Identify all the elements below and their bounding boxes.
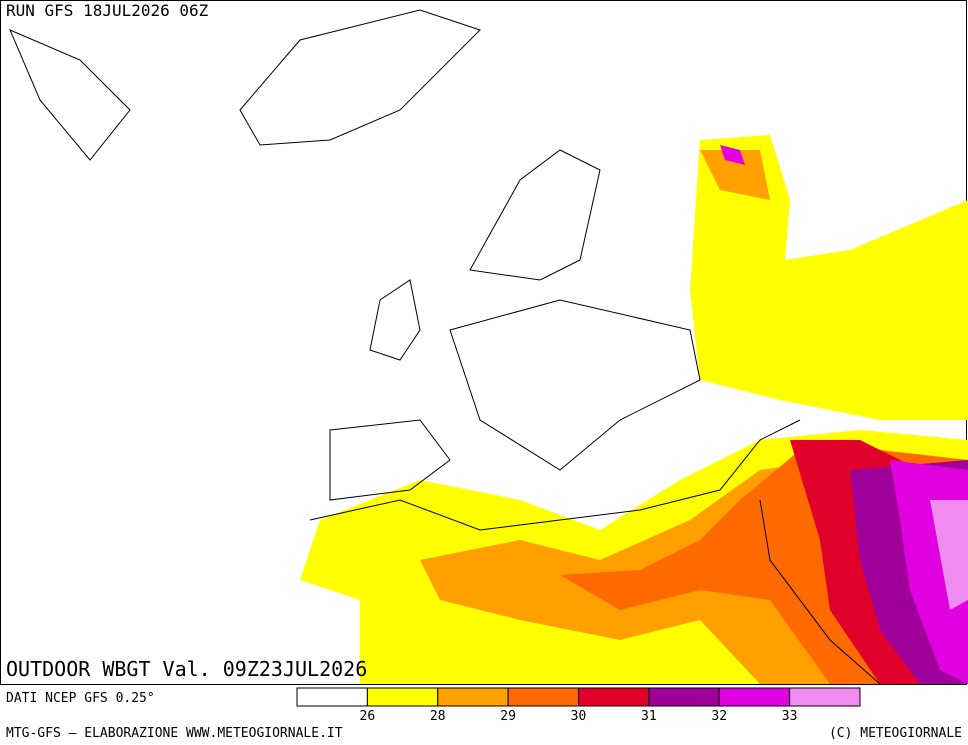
source-label: DATI NCEP GFS 0.25° <box>6 691 155 706</box>
legend-swatch <box>507 687 579 707</box>
legend-swatch <box>648 687 720 707</box>
credit-label: MTG-GFS — ELABORAZIONE WWW.METEOGIORNALE… <box>6 726 343 741</box>
copyright-label: (C) METEOGIORNALE <box>829 726 962 741</box>
legend-swatch <box>437 687 509 707</box>
legend: 26 28 29 30 31 32 33 <box>296 687 861 724</box>
legend-tick-label: 30 <box>571 709 587 724</box>
legend-swatch <box>789 687 861 707</box>
map-fields <box>300 135 968 684</box>
legend-tick-label: 26 <box>360 709 376 724</box>
coastlines <box>9 9 881 685</box>
legend-tick-label: 33 <box>782 709 798 724</box>
legend-tick-label: 31 <box>641 709 657 724</box>
legend-tick-label: 29 <box>500 709 516 724</box>
map-title: OUTDOOR WBGT Val. 09Z23JUL2026 <box>6 657 367 681</box>
legend-swatch <box>296 687 368 707</box>
legend-swatch <box>718 687 791 707</box>
legend-tick-label: 32 <box>711 709 727 724</box>
legend-swatch <box>578 687 650 707</box>
run-label: RUN GFS 18JUL2026 06Z <box>6 1 209 20</box>
legend-tick-label: 28 <box>430 709 446 724</box>
legend-swatch <box>366 687 439 707</box>
